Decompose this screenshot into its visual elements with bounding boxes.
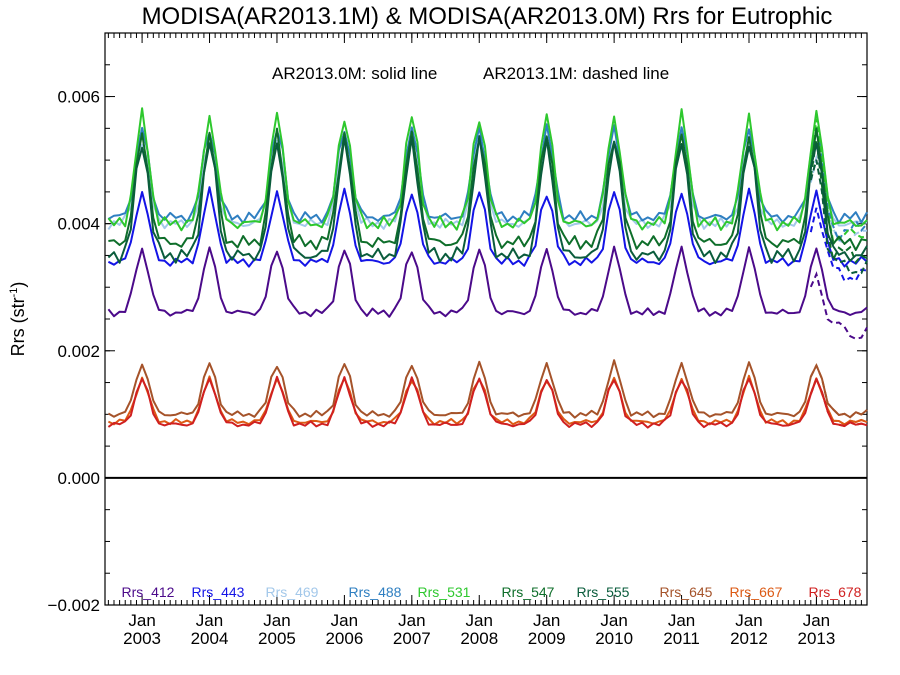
series-line-solid [107,375,868,429]
x-tick-year: 2005 [258,629,296,648]
axis-ticks: −0.0020.0000.0020.0040.006Jan2003Jan2004… [48,32,868,648]
series-line-solid [107,245,868,318]
x-tick-year: 2003 [123,629,161,648]
x-tick-year: 2011 [663,629,700,648]
y-tick-label: 0.006 [57,88,100,107]
y-tick-label: 0.002 [57,342,100,361]
legend-entry: Rrs_678 [809,584,862,600]
x-tick-month: Jan [533,611,560,630]
x-tick-month: Jan [398,611,425,630]
legend-entry: Rrs_488 [349,584,402,600]
x-tick-month: Jan [466,611,493,630]
legend: Rrs_412 Rrs_443 Rrs_469 Rrs_488 Rrs_531 Rrs_5… [122,584,862,600]
plot-border [104,32,868,606]
y-axis-label-main: Rrs (str [8,297,28,356]
y-axis-label-sup: -1 [8,288,20,298]
series-line-solid [108,127,868,251]
series-line-dashed [809,154,868,245]
x-tick-month: Jan [600,611,627,630]
y-tick-label: 0.000 [57,469,100,488]
series-lines [107,107,868,429]
x-tick-year: 2012 [730,629,768,648]
chart-title: MODISA(AR2013.1M) & MODISA(AR2013.0M) Rr… [142,3,833,30]
x-tick-year: 2009 [528,629,566,648]
x-tick-year: 2004 [191,629,229,648]
series-line-dashed [809,118,868,244]
legend-entry: Rrs_645 [660,584,713,600]
series-line-dashed [809,207,868,283]
series-line-dashed [809,159,868,275]
series-line-dashed [809,376,868,428]
series-line-solid [107,135,868,264]
x-tick-month: Jan [263,611,290,630]
legend-entry: Rrs_555 [577,584,630,600]
legend-entry: Rrs_469 [266,584,319,600]
x-tick-year: 2010 [595,629,633,648]
x-tick-year: 2007 [393,629,431,648]
legend-entry: Rrs_531 [418,584,471,600]
series-line-solid [107,186,868,268]
series-line-dashed [809,271,868,340]
x-tick-month: Jan [196,611,223,630]
series-line-dashed [809,137,868,244]
legend-entry: Rrs_443 [192,584,245,600]
x-tick-month: Jan [668,611,695,630]
y-tick-label: −0.002 [48,596,100,615]
series-line-dashed [809,139,868,265]
x-tick-month: Jan [803,611,830,630]
series-line-solid [107,107,868,232]
y-axis-label: Rrs (str-1) [8,282,28,357]
legend-entry: Rrs_412 [122,584,175,600]
series-line-solid [107,359,868,419]
x-tick-year: 2013 [798,629,836,648]
legend-entry: Rrs_547 [502,584,555,600]
y-tick-label: 0.004 [57,215,100,234]
x-tick-month: Jan [331,611,358,630]
series-line-dashed [809,362,868,419]
y-axis-label-end: ) [8,282,28,288]
plot-frame [104,32,868,606]
x-tick-month: Jan [735,611,762,630]
x-tick-month: Jan [128,611,155,630]
annotation-solid: AR2013.0M: solid line [272,64,437,83]
x-tick-year: 2006 [325,629,363,648]
annotation-dashed: AR2013.1M: dashed line [483,64,669,83]
legend-entry: Rrs_667 [730,584,783,600]
x-tick-year: 2008 [460,629,498,648]
